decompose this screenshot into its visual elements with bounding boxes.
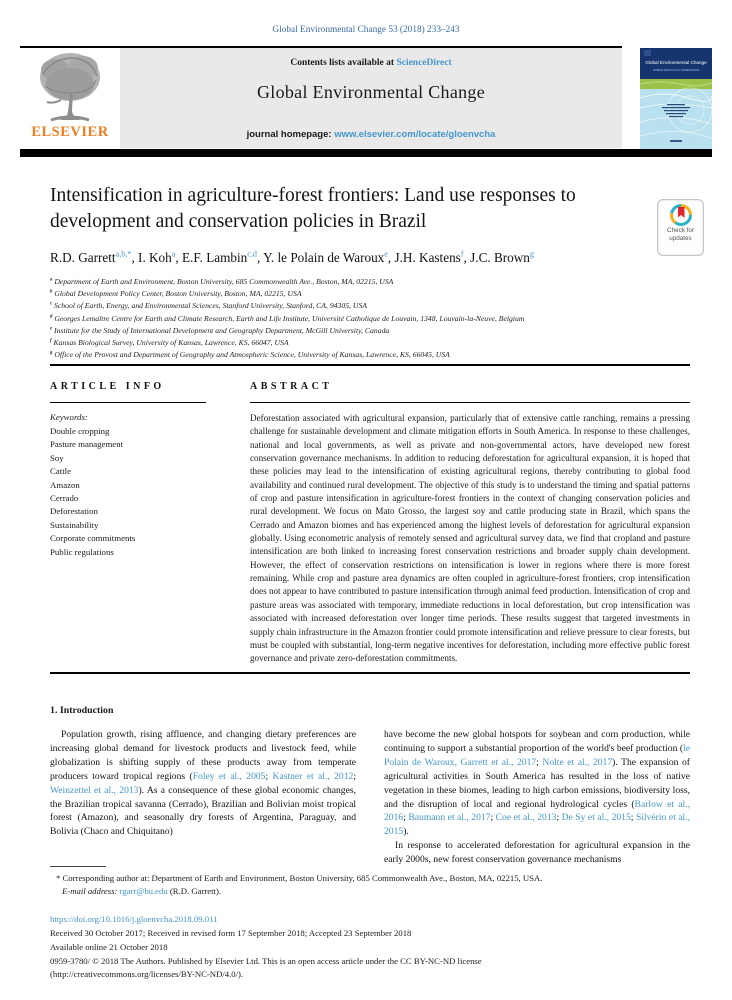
header-gray-box (120, 48, 622, 148)
received-dates-line: Received 30 October 2017; Received in re… (50, 928, 412, 938)
check-for-updates-badge[interactable]: Check for updates (657, 199, 704, 256)
intro-column-left: Population growth, rising affluence, and… (50, 729, 356, 838)
affiliations-list: a Department of Earth and Environment, B… (50, 276, 690, 361)
article-info-heading: ARTICLE INFO (50, 381, 165, 392)
corresponding-author-note: * Corresponding author at: Department of… (56, 873, 543, 883)
introduction-heading: 1. Introduction (50, 705, 114, 716)
footnote-rule (50, 866, 106, 867)
elsevier-tree-icon (40, 53, 100, 122)
intro-paragraph: have become the new global hotspots for … (384, 729, 690, 838)
article-title: Intensification in agriculture-forest fr… (50, 185, 576, 232)
elsevier-wordmark: ELSEVIER (31, 124, 109, 140)
keywords-list: Double cropping Pasture management Soy C… (50, 426, 136, 557)
affiliation-item: b Global Development Policy Center, Bost… (50, 289, 302, 299)
keywords-label: Keywords: (50, 412, 88, 422)
abstract-text: Deforestation associated with agricultur… (250, 413, 690, 664)
badge-text: Check for updates (667, 227, 694, 242)
journal-cover-thumbnail[interactable]: Global Environmental Change HUMAN AND PO… (639, 48, 713, 149)
affiliation-item: e Institute for the Study of Internation… (50, 325, 390, 335)
article-info-rule (50, 402, 206, 404)
journal-title: Global Environmental Change (256, 82, 486, 102)
header-black-bar (20, 149, 712, 157)
intro-column-right: have become the new global hotspots for … (384, 728, 690, 867)
crossmark-icon (669, 204, 692, 226)
elsevier-logo[interactable]: ELSEVIER (22, 50, 118, 148)
intro-paragraph: In response to accelerated deforestation… (384, 840, 690, 866)
available-online-line: Available online 21 October 2018 (50, 942, 168, 952)
affiliation-item: c School of Earth, Energy, and Environme… (50, 301, 367, 311)
email-note: E-mail address: rgarr@bu.edu (R.D. Garre… (62, 886, 222, 896)
affiliation-item: d Georges Lemaître Centre for Earth and … (50, 313, 525, 323)
header-top-rule (20, 46, 622, 48)
cover-title-text: Global Environmental Change (645, 60, 707, 65)
homepage-url-link[interactable]: www.elsevier.com/locate/gloenvcha (334, 129, 496, 140)
doi-link-line: https://doi.org/10.1016/j.gloenvcha.2018… (50, 914, 217, 924)
section-rule-bottom (50, 672, 690, 674)
license-line: (http://creativecommons.org/licenses/BY-… (50, 969, 244, 979)
author-list: R.D. Garretta,b,*, I. Koha, E.F. Lambinc… (50, 249, 534, 265)
contents-line: Contents lists available at ScienceDirec… (120, 58, 622, 68)
affiliation-item: f Kansas Biological Survey, University o… (50, 338, 289, 348)
abstract-rule (250, 402, 690, 404)
issn-copyright-line: 0959-3780/ © 2018 The Authors. Published… (50, 956, 482, 966)
affiliation-item: g Office of the Provost and Department o… (50, 350, 450, 360)
contents-prefix: Contents lists available at (290, 58, 397, 68)
section-rule-top (50, 364, 690, 366)
sciencedirect-link[interactable]: ScienceDirect (396, 58, 452, 68)
homepage-label: journal homepage: (246, 129, 335, 140)
cover-subtitle-text: HUMAN AND POLICY DIMENSIONS (653, 68, 699, 72)
abstract-heading: ABSTRACT (250, 381, 333, 392)
doi-link[interactable]: https://doi.org/10.1016/j.gloenvcha.2018… (50, 914, 218, 924)
page-citation: Global Environmental Change 53 (2018) 23… (272, 25, 460, 35)
homepage-line: journal homepage: www.elsevier.com/locat… (120, 129, 622, 140)
affiliation-item: a Department of Earth and Environment, B… (50, 277, 394, 286)
